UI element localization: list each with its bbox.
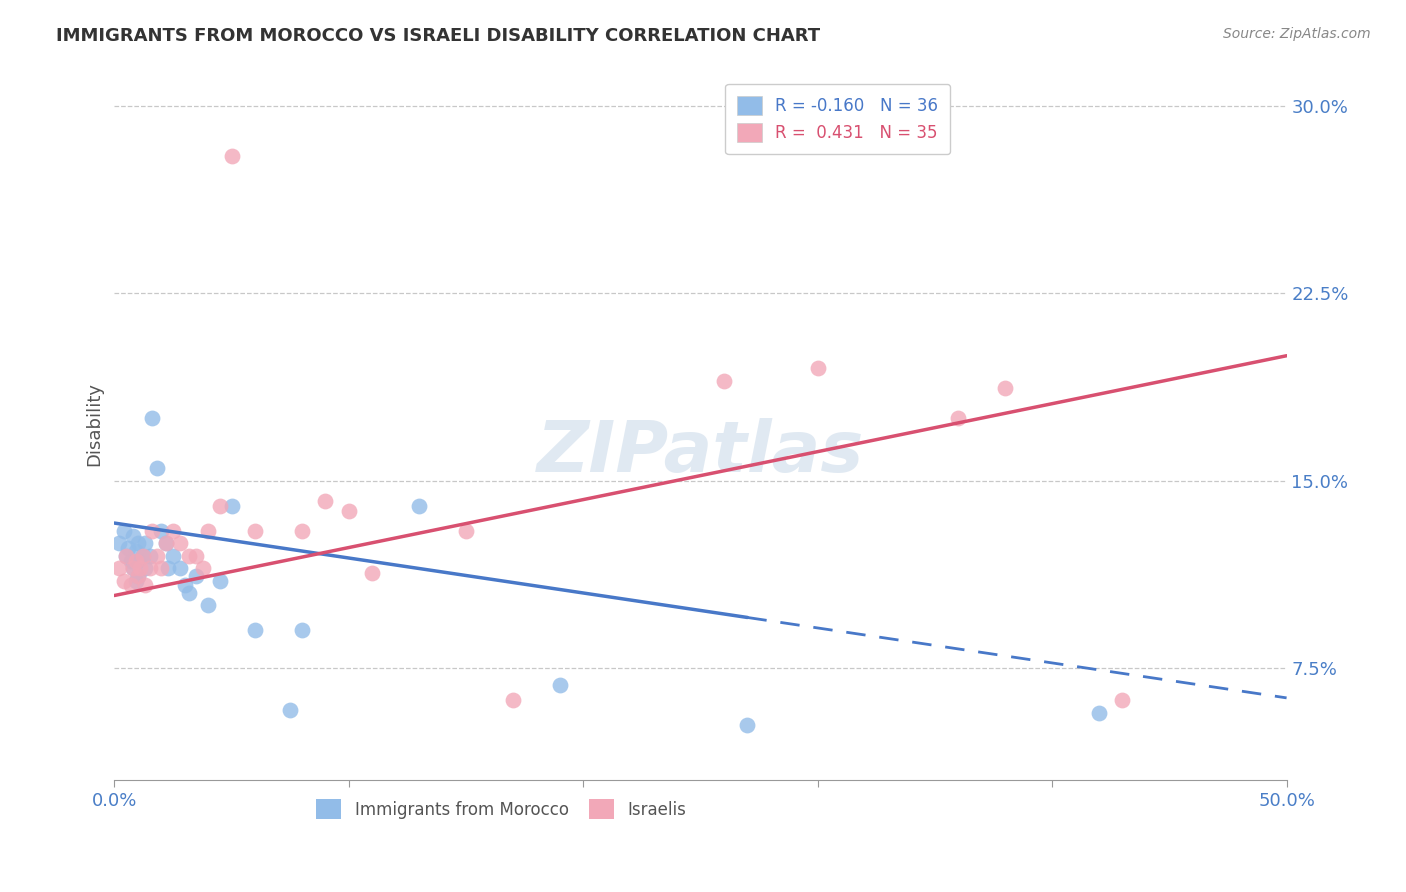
Point [361,566,384,580]
Point [948,411,970,425]
Point [208,499,231,513]
Point [243,524,266,538]
Point [193,561,215,575]
Point [112,524,135,538]
Point [994,381,1017,395]
Point [108,561,131,575]
Point [155,536,177,550]
Text: Source: ZipAtlas.com: Source: ZipAtlas.com [1223,27,1371,41]
Point [131,549,153,563]
Point [145,549,167,563]
Point [243,624,266,638]
Point [145,461,167,475]
Point [337,503,360,517]
Point [169,536,191,550]
Point [186,549,208,563]
Point [221,499,243,513]
Point [115,549,138,563]
Point [138,549,160,563]
Point [134,578,156,592]
Text: IMMIGRANTS FROM MOROCCO VS ISRAELI DISABILITY CORRELATION CHART: IMMIGRANTS FROM MOROCCO VS ISRAELI DISAB… [56,27,820,45]
Point [124,543,146,558]
Point [186,568,208,582]
Point [197,599,219,613]
Point [157,561,180,575]
Point [548,678,571,692]
Point [502,693,524,707]
Point [134,536,156,550]
Point [127,536,149,550]
Point [134,561,156,575]
Point [141,411,163,425]
Point [127,553,149,567]
Point [138,561,160,575]
Point [141,524,163,538]
Point [454,524,477,538]
Point [108,536,131,550]
Point [291,524,314,538]
Point [131,549,153,563]
Point [291,624,314,638]
Point [124,574,146,588]
Point [117,541,139,555]
Point [127,568,149,582]
Point [179,549,201,563]
Point [314,493,336,508]
Point [122,528,145,542]
Point [221,149,243,163]
Point [408,499,430,513]
Point [115,549,138,563]
Point [120,553,142,567]
Point [173,578,195,592]
Point [155,536,177,550]
Point [179,586,201,600]
Point [169,561,191,575]
Point [197,524,219,538]
Point [807,361,830,376]
Point [150,524,173,538]
Point [278,703,301,717]
Point [122,561,145,575]
Point [1088,706,1111,720]
Point [162,524,184,538]
Point [112,574,135,588]
Point [122,561,145,575]
Point [129,561,152,575]
Legend: Immigrants from Morocco, Israelis: Immigrants from Morocco, Israelis [309,793,693,825]
Point [127,568,149,582]
Point [120,578,142,592]
Point [150,561,173,575]
Text: ZIPatlas: ZIPatlas [537,418,865,487]
Point [1111,693,1133,707]
Point [162,549,184,563]
Point [208,574,231,588]
Point [124,553,146,567]
Point [713,374,735,388]
Y-axis label: Disability: Disability [86,383,103,467]
Point [737,718,759,732]
